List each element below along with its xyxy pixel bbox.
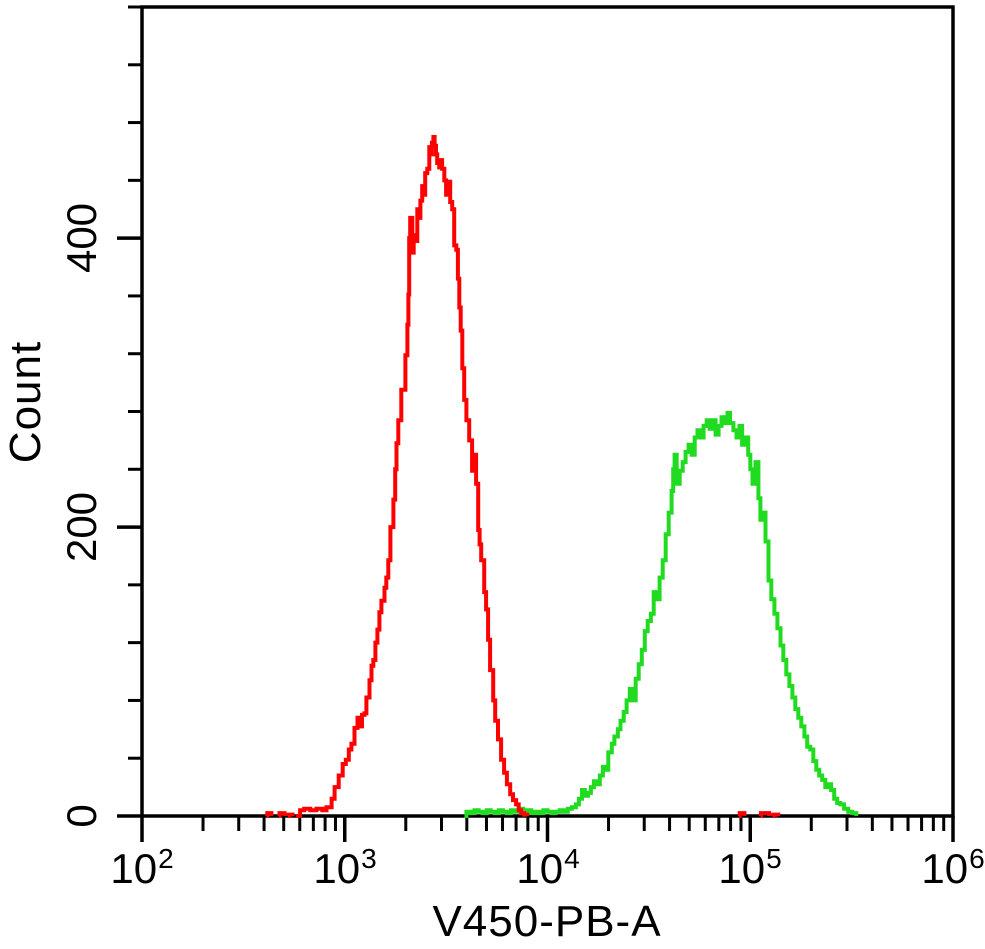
green-histogram-trace — [464, 410, 859, 818]
y-axis-title: Count — [1, 340, 50, 464]
red-histogram-trace — [286, 812, 295, 818]
x-tick-exponent: 5 — [766, 843, 782, 874]
plot-frame — [140, 5, 955, 818]
x-tick-base: 10 — [718, 845, 766, 892]
x-tick-base: 10 — [313, 845, 361, 892]
x-axis-title: V450-PB-A — [432, 897, 662, 946]
x-tick-label: 102 — [110, 843, 174, 893]
x-tick-exponent: 6 — [969, 843, 985, 874]
x-tick-label: 103 — [313, 843, 377, 893]
x-tick-label: 105 — [718, 843, 782, 893]
red-histogram-trace — [759, 811, 772, 818]
x-tick-exponent: 2 — [158, 843, 174, 874]
red-histogram-trace — [265, 811, 274, 818]
x-tick-base: 10 — [516, 845, 564, 892]
x-tick-exponent: 4 — [564, 843, 580, 874]
x-tick-label: 104 — [516, 843, 580, 893]
red-histogram-trace — [737, 811, 747, 818]
y-tick-label: 400 — [58, 202, 105, 274]
x-tick-base: 10 — [110, 845, 158, 892]
red-histogram-trace — [771, 812, 781, 818]
y-tick-label: 200 — [58, 491, 105, 563]
x-tick-label: 106 — [921, 843, 985, 893]
red-histogram-trace — [296, 135, 530, 818]
x-tick-base: 10 — [921, 845, 969, 892]
red-histogram-trace — [277, 811, 287, 818]
x-tick-exponent: 3 — [361, 843, 377, 874]
y-tick-label: 0 — [58, 804, 105, 828]
